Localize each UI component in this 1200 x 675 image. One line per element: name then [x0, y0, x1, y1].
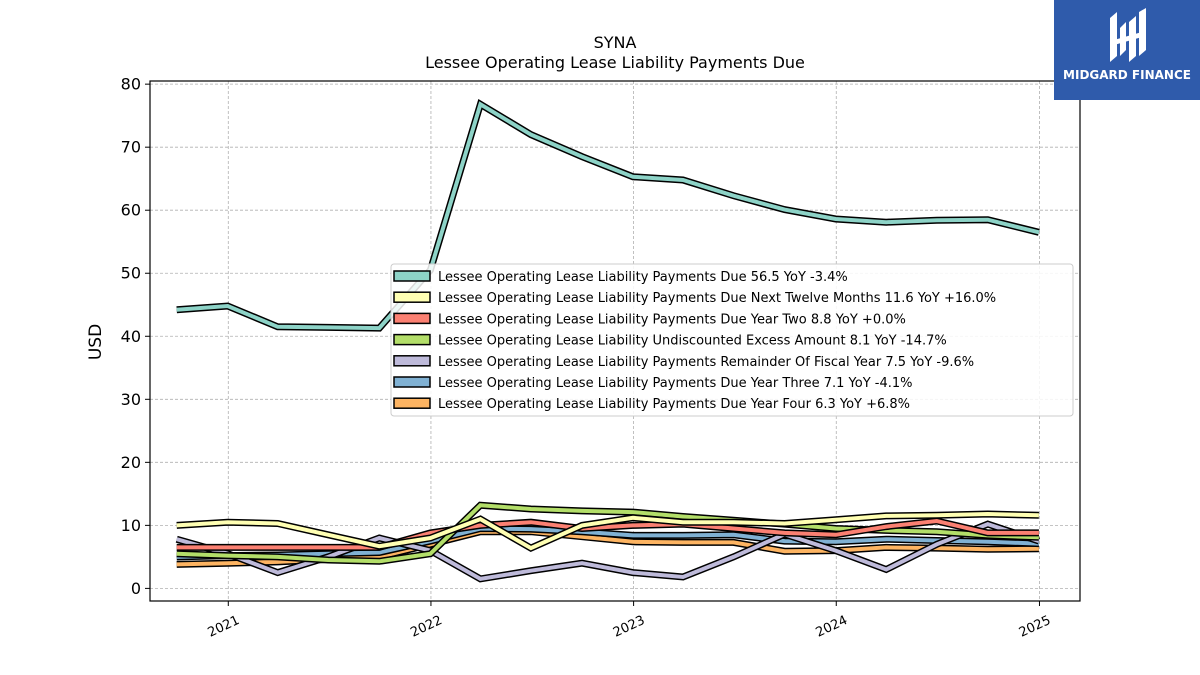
legend-swatch	[393, 270, 431, 282]
chart-subtitle: Lessee Operating Lease Liability Payment…	[425, 53, 805, 72]
x-tick-label: 2021	[206, 613, 242, 641]
legend-swatch	[393, 376, 431, 388]
series-line	[176, 511, 1039, 551]
x-tick-label: 2024	[814, 613, 850, 641]
y-tick-label: 80	[121, 75, 141, 94]
y-tick-label: 60	[121, 201, 141, 220]
brand-logo: MIDGARD FINANCE	[1054, 0, 1200, 100]
legend-label: Lessee Operating Lease Liability Undisco…	[438, 334, 947, 349]
legend-box	[390, 263, 1074, 417]
legend-swatch	[393, 312, 431, 325]
legend-swatch	[393, 397, 431, 409]
x-tick-label: 2022	[408, 613, 444, 641]
legend-label: Lessee Operating Lease Liability Payment…	[438, 291, 996, 306]
plot-frame	[149, 80, 1081, 602]
y-tick-label: 30	[121, 390, 141, 409]
series-line	[176, 503, 1039, 564]
series-lines	[175, 98, 1041, 583]
y-tick-label: 40	[121, 327, 141, 346]
series-line	[176, 101, 1040, 331]
y-axis-label: USD	[86, 324, 106, 360]
y-tick-label: 10	[121, 516, 141, 535]
y-ticks: 0 10 20 30 40 50 60 70 80	[121, 75, 150, 598]
legend-label: Lessee Operating Lease Liability Payment…	[438, 312, 906, 327]
legend-label: Lessee Operating Lease Liability Payment…	[438, 270, 848, 285]
legend-label: Lessee Operating Lease Liability Payment…	[438, 397, 910, 412]
y-tick-label: 70	[121, 138, 141, 157]
x-ticks: 2021 2022 2023 2024 2025	[206, 601, 1053, 641]
legend-label: Lessee Operating Lease Liability Payment…	[438, 376, 913, 391]
brand-name: MIDGARD FINANCE	[1063, 68, 1191, 82]
chart-title: SYNA	[594, 33, 637, 52]
legend-swatch	[393, 333, 431, 346]
series-line	[176, 518, 1039, 550]
brand-mark-icon	[1110, 8, 1146, 62]
legend: Lessee Operating Lease Liability Payment…	[390, 263, 1074, 417]
legend-label: Lessee Operating Lease Liability Payment…	[438, 355, 974, 370]
y-tick-label: 50	[121, 264, 141, 283]
series-line	[176, 526, 1039, 559]
legend-swatch	[393, 355, 431, 367]
y-tick-label: 0	[131, 579, 141, 598]
y-tick-label: 20	[121, 453, 141, 472]
x-tick-label: 2023	[611, 613, 647, 641]
x-tick-label: 2025	[1017, 613, 1053, 641]
legend-swatch	[393, 291, 431, 303]
